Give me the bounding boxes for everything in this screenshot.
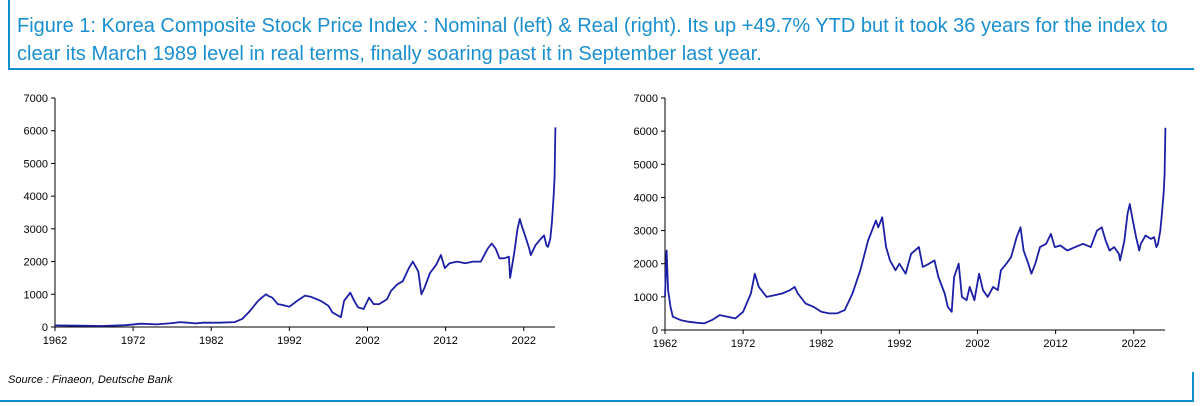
nominal-x-tick-label: 1962	[43, 335, 67, 347]
real-y-tick-label: 4000	[634, 192, 658, 204]
nominal-x-tick-label: 2002	[355, 335, 379, 347]
nominal-y-tick-label: 3000	[24, 224, 48, 236]
nominal-index-line	[54, 127, 557, 327]
real-x-tick-label: 2022	[1122, 338, 1146, 350]
source-note: Source : Finaeon, Deutsche Bank	[8, 374, 173, 386]
real-y-tick-label: 6000	[634, 126, 658, 138]
nominal-y-tick-label: 0	[42, 322, 48, 334]
real-y-tick-label: 1000	[634, 292, 658, 304]
real-x-tick-label: 1982	[809, 338, 833, 350]
real-x-tick-label: 1992	[887, 338, 911, 350]
real-y-tick-label: 2000	[634, 259, 658, 271]
real-y-tick-label: 5000	[634, 159, 658, 171]
figure-title-box: Figure 1: Korea Composite Stock Price In…	[8, 0, 1194, 70]
figure-title: Figure 1: Korea Composite Stock Price In…	[17, 15, 1168, 65]
nominal-y-tick-label: 6000	[24, 126, 48, 138]
real-y-tick-label: 3000	[634, 226, 658, 238]
nominal-y-tick-label: 1000	[24, 289, 48, 301]
real-x-tick-label: 1962	[653, 338, 677, 350]
real-chart: 0 1000 2000 3000 4000 5000 6000 7000 1962 1972 198…	[634, 93, 1167, 350]
real-y-tick-label: 7000	[634, 93, 658, 105]
real-y-tick-label: 0	[652, 325, 658, 337]
nominal-y-tick-label: 5000	[24, 158, 48, 170]
nominal-y-tick-label: 4000	[24, 191, 48, 203]
nominal-x-tick-label: 2022	[512, 335, 536, 347]
bottom-rule	[0, 400, 1194, 402]
nominal-x-tick-label: 1982	[199, 335, 223, 347]
nominal-x-tick-label: 1992	[277, 335, 301, 347]
bottom-corner-rule	[1192, 372, 1194, 402]
real-index-line	[664, 127, 1167, 325]
nominal-y-tick-label: 7000	[24, 93, 48, 105]
real-x-tick-label: 1972	[731, 338, 755, 350]
nominal-y-tick-label: 2000	[24, 257, 48, 269]
nominal-x-tick-label: 1972	[121, 335, 145, 347]
nominal-x-tick-label: 2012	[433, 335, 457, 347]
real-x-tick-label: 2012	[1043, 338, 1067, 350]
nominal-chart: 0 1000 2000 3000 4000 5000 6000 7000 1962 1972 198…	[24, 93, 557, 347]
real-x-tick-label: 2002	[965, 338, 989, 350]
